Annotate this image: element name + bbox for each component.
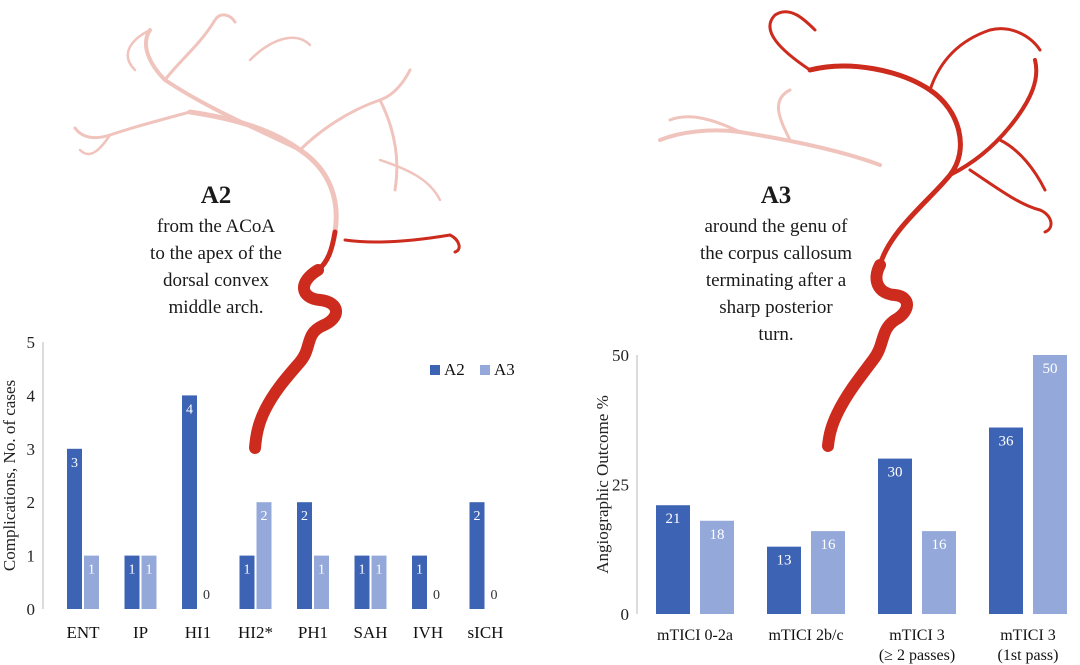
bar-value-label: 36	[999, 434, 1015, 450]
y-axis-title: Complications, No. of cases	[0, 380, 19, 571]
bar-a3	[141, 555, 157, 609]
bar-a2	[67, 448, 82, 609]
y-tick-label: 1	[27, 547, 36, 566]
bar-value-label: 2	[261, 509, 268, 524]
angiographic-outcome-chart: 0 25 50 Angiographic Outcome % 21 18 mTICI 0-2…	[593, 346, 1067, 664]
bar-value-label: 16	[821, 537, 837, 553]
y-tick-label: 0	[27, 600, 36, 619]
bar-a2	[989, 427, 1023, 614]
x-tick-label: ENT	[66, 623, 100, 642]
bar-value-label: 18	[710, 527, 725, 543]
caption-line: from the ACoA	[156, 216, 276, 237]
right-figure: 0 25 50 Angiographic Outcome % 21 18 mTICI 0-2…	[593, 10, 1067, 664]
caption-line: terminating after a	[705, 270, 847, 291]
x-tick-label: HI2*	[238, 623, 273, 642]
bar-value-label: 1	[318, 563, 325, 578]
x-tick-label: (1st pass)	[998, 647, 1059, 664]
x-tick-label: mTICI 3	[889, 627, 945, 644]
y-tick-label: 3	[27, 440, 36, 459]
bar-a2	[412, 555, 427, 609]
vessel-illustration-a2	[73, 13, 461, 454]
bar-a2	[239, 555, 255, 609]
bar-value-label: 0	[203, 588, 210, 603]
caption-line: to the apex of the	[150, 243, 282, 264]
x-tick-label: mTICI 3	[1000, 627, 1056, 644]
bar-value-label: 30	[888, 465, 903, 481]
y-axis-title: Angiographic Outcome %	[593, 395, 612, 573]
bar-value-label: 16	[932, 537, 948, 553]
legend-swatch-a3	[480, 365, 490, 375]
bar-a2	[656, 505, 690, 614]
vessel-illustration-a3	[658, 10, 1053, 452]
bar-a3	[811, 531, 845, 614]
y-tick-label: 4	[27, 386, 36, 405]
left-panel: 0 1 2 3 4 5 Complications, No. of cases 3 1 ENT 1 1…	[0, 13, 515, 642]
bar-value-label: 0	[433, 588, 440, 603]
bar-value-label: 1	[129, 563, 136, 578]
bar-a2	[767, 546, 801, 614]
bar-a2	[182, 395, 197, 609]
bar-value-label: 1	[146, 563, 153, 578]
bar-a2	[469, 502, 485, 609]
y-tick-label: 25	[612, 476, 629, 495]
caption-line: dorsal convex	[162, 270, 270, 291]
caption-line: middle arch.	[168, 297, 264, 318]
bar-value-label: 1	[88, 563, 95, 578]
bar-value-label: 2	[474, 509, 481, 524]
bar-value-label: 21	[666, 511, 681, 527]
bar-a3	[314, 555, 329, 609]
bar-value-label: 0	[491, 588, 498, 603]
bar-a2	[354, 555, 370, 609]
bar-a3	[371, 555, 387, 609]
bar-value-label: 4	[186, 402, 193, 417]
x-tick-label: HI1	[185, 623, 211, 642]
bar-value-label: 1	[244, 563, 251, 578]
segment-title: A2	[200, 182, 232, 209]
caption-line: the corpus callosum	[700, 243, 852, 264]
caption-line: turn.	[758, 324, 794, 345]
x-tick-label: mTICI 2b/c	[768, 627, 843, 644]
bar-value-label: 1	[416, 563, 423, 578]
x-tick-label: mTICI 0-2a	[657, 627, 733, 644]
bar-value-label: 3	[71, 456, 78, 471]
bar-value-label: 1	[376, 563, 383, 578]
segment-title: A3	[760, 182, 792, 209]
bar-value-label: 1	[359, 563, 366, 578]
x-tick-label: PH1	[298, 623, 328, 642]
bar-a3	[700, 520, 734, 614]
bar-a3	[922, 531, 956, 614]
bar-value-label: 50	[1043, 361, 1058, 377]
x-tick-label: IP	[133, 623, 148, 642]
segment-caption-a3: A3 around the genu of the corpus callosu…	[656, 182, 896, 348]
legend-label: A2	[444, 360, 465, 379]
x-tick-label: SAH	[353, 623, 387, 642]
bar-value-label: 2	[301, 509, 308, 524]
legend-label: A3	[494, 360, 515, 379]
y-tick-label: 50	[612, 346, 629, 365]
bar-a3	[256, 502, 272, 609]
x-tick-label: IVH	[413, 623, 443, 642]
y-tick-label: 5	[27, 333, 36, 352]
right-panel: 0 25 50 Angiographic Outcome % 21 18 mTICI 0-2…	[540, 0, 1080, 665]
bar-a3	[84, 555, 99, 609]
bar-a2	[124, 555, 140, 609]
y-tick-label: 2	[27, 493, 36, 512]
bar-a2	[878, 458, 912, 614]
x-tick-label: sICH	[468, 623, 504, 642]
x-tick-label: (≥ 2 passes)	[879, 647, 955, 664]
caption-line: sharp posterior	[719, 297, 833, 318]
caption-line: around the genu of	[704, 216, 848, 237]
y-tick-label: 0	[621, 605, 630, 624]
bar-value-label: 13	[777, 553, 792, 569]
bar-a2	[297, 502, 312, 609]
legend-swatch-a2	[430, 365, 440, 375]
segment-caption-a2: A2 from the ACoA to the apex of the dors…	[96, 182, 336, 321]
bar-a3	[1033, 355, 1067, 614]
